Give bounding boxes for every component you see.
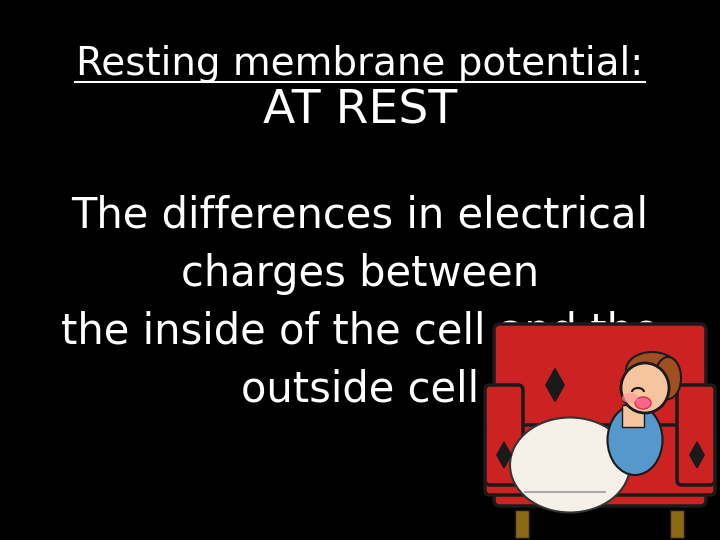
- Text: charges between: charges between: [181, 253, 539, 295]
- Ellipse shape: [655, 357, 681, 399]
- Ellipse shape: [626, 352, 678, 388]
- Text: outside cell: outside cell: [241, 369, 479, 411]
- Ellipse shape: [608, 405, 662, 475]
- FancyBboxPatch shape: [494, 324, 706, 506]
- Text: AT REST: AT REST: [263, 88, 457, 133]
- Ellipse shape: [622, 393, 638, 403]
- Text: The differences in electrical: The differences in electrical: [71, 195, 649, 237]
- Text: Resting membrane potential:: Resting membrane potential:: [76, 45, 644, 83]
- Bar: [670, 510, 684, 538]
- Ellipse shape: [621, 363, 669, 413]
- Bar: [622, 405, 644, 427]
- Ellipse shape: [510, 417, 630, 512]
- Ellipse shape: [635, 397, 651, 409]
- FancyBboxPatch shape: [485, 385, 523, 485]
- FancyBboxPatch shape: [485, 425, 715, 495]
- Polygon shape: [546, 369, 564, 401]
- Polygon shape: [497, 442, 511, 468]
- Text: the inside of the cell and the: the inside of the cell and the: [61, 311, 659, 353]
- Bar: [515, 510, 529, 538]
- Polygon shape: [690, 442, 704, 468]
- FancyBboxPatch shape: [677, 385, 715, 485]
